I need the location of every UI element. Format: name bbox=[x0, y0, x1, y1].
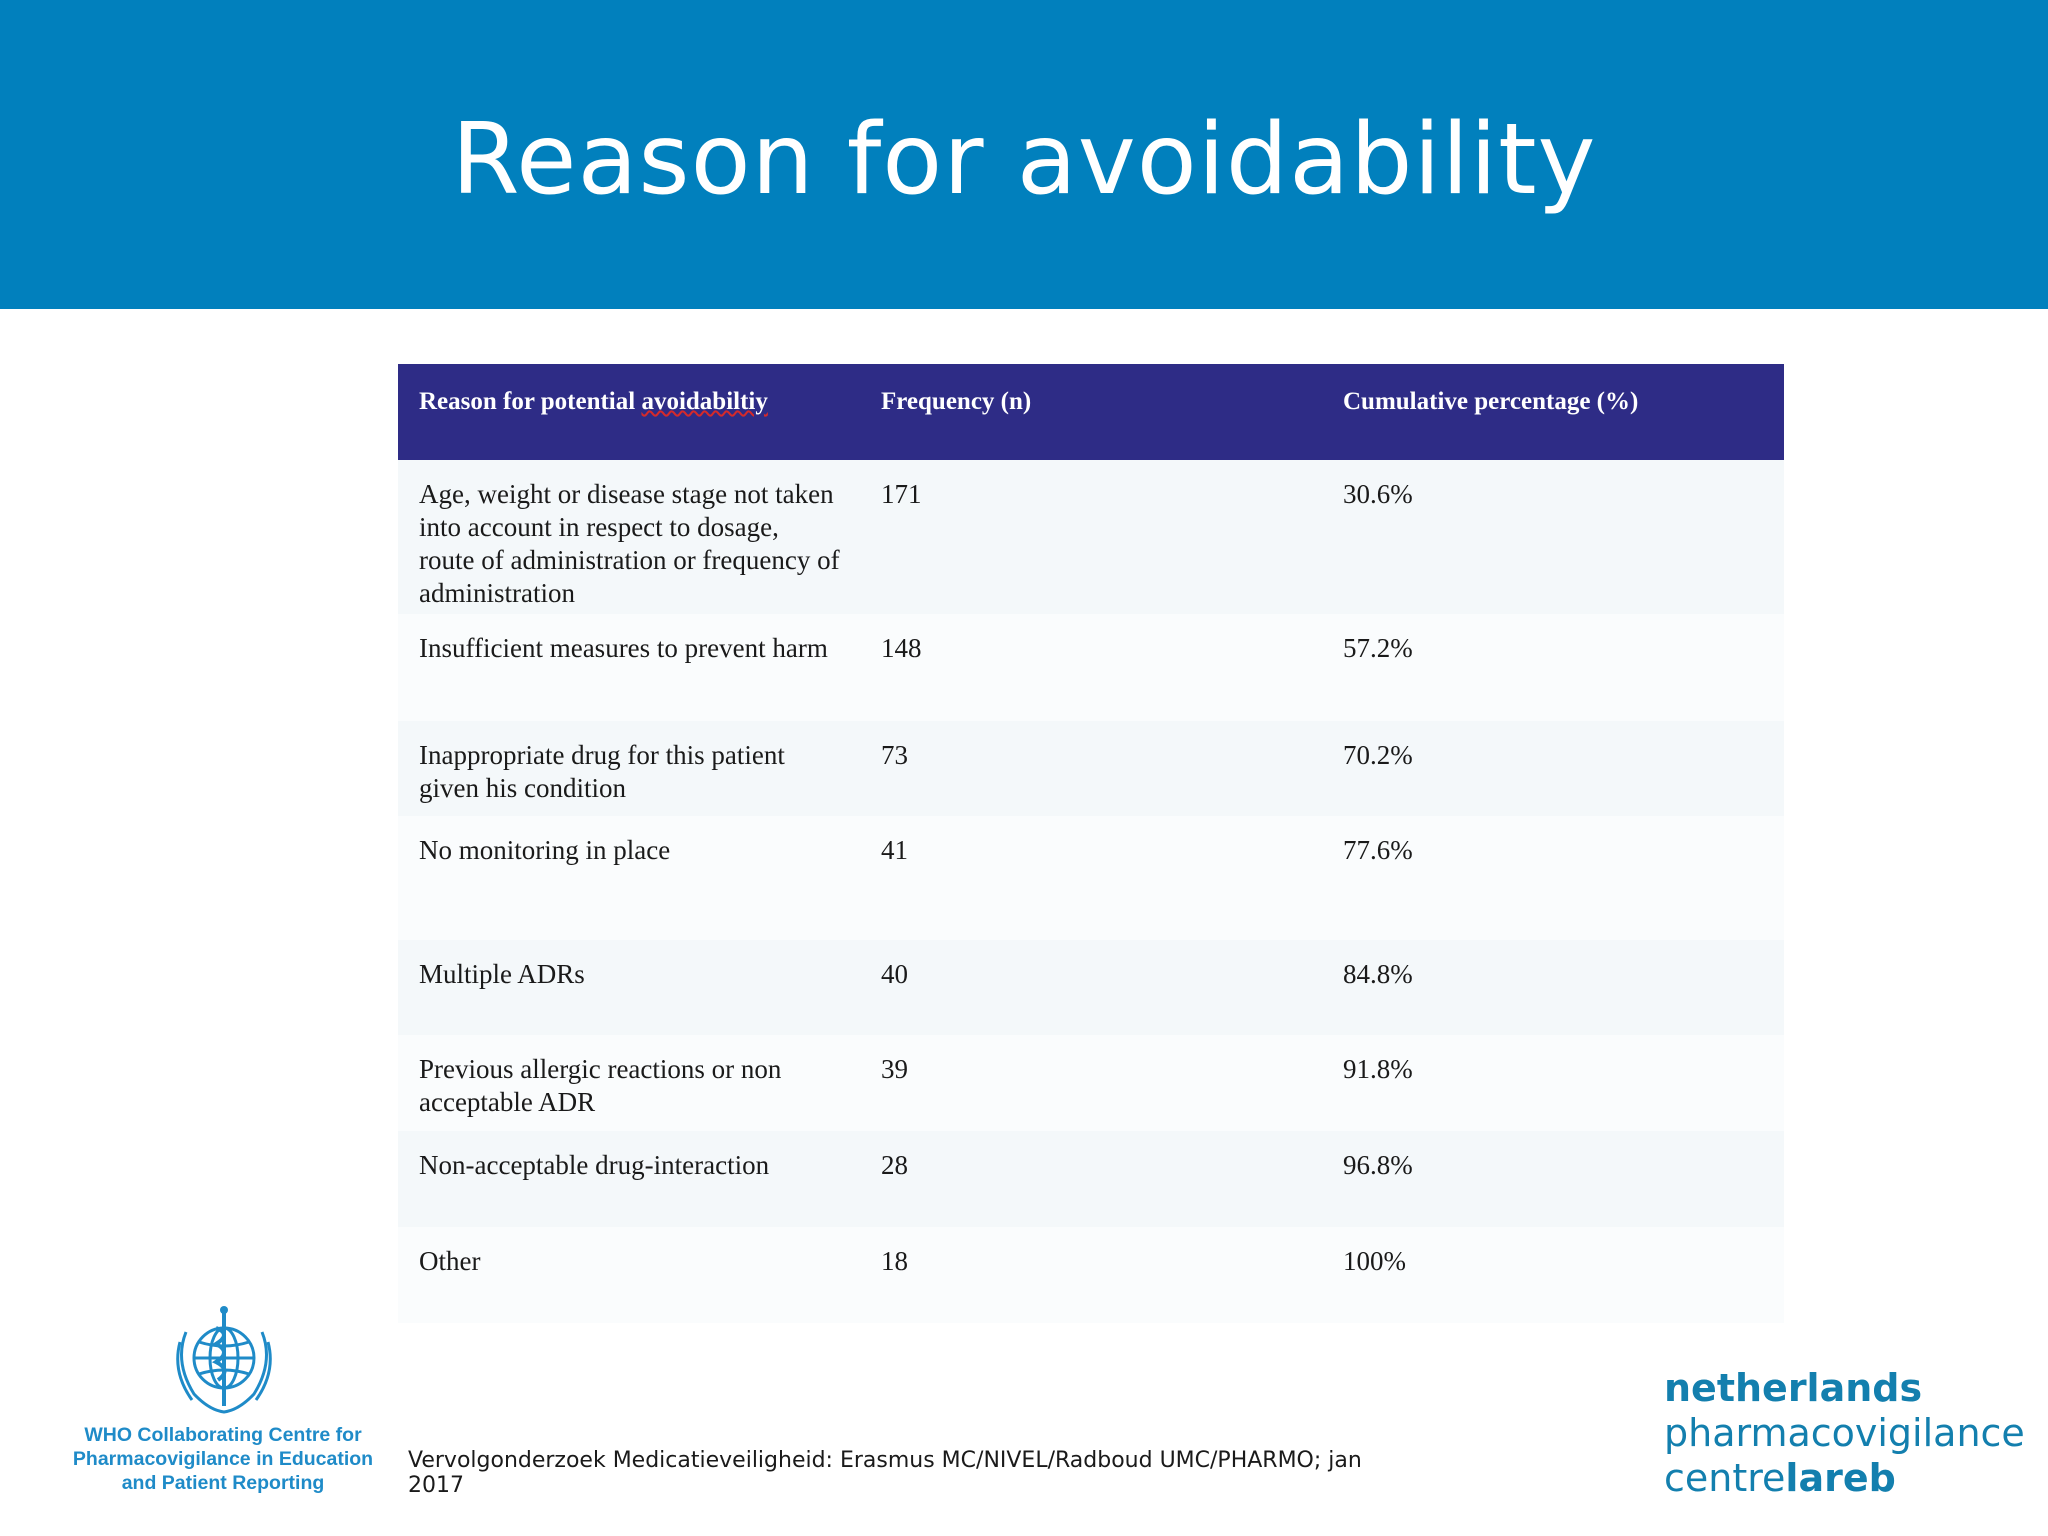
header-frequency: Frequency (n) bbox=[881, 388, 1032, 415]
cumulative-cell: 70.2% bbox=[1343, 740, 1413, 770]
reason-cell: No monitoring in place bbox=[419, 835, 671, 865]
reason-cell: Non-acceptable drug-interaction bbox=[419, 1150, 770, 1180]
reason-cell: Inappropriate drug for this patient give… bbox=[419, 740, 785, 803]
frequency-cell: 40 bbox=[881, 959, 908, 989]
table-row: Insufficient measures to prevent harm 14… bbox=[398, 614, 1784, 721]
reason-cell: Multiple ADRs bbox=[419, 959, 585, 989]
reason-cell: Other bbox=[419, 1246, 481, 1276]
table-body: Age, weight or disease stage not taken i… bbox=[398, 460, 1784, 1323]
frequency-cell: 41 bbox=[881, 835, 908, 865]
cumulative-cell: 30.6% bbox=[1343, 479, 1413, 509]
frequency-cell: 148 bbox=[881, 633, 922, 663]
frequency-cell: 39 bbox=[881, 1054, 908, 1084]
cumulative-cell: 84.8% bbox=[1343, 959, 1413, 989]
table-header-row: Reason for potential avoidabiltiy Freque… bbox=[398, 364, 1784, 460]
table-row: Previous allergic reactions or non accep… bbox=[398, 1035, 1784, 1131]
table-row: Other 18 100% bbox=[398, 1227, 1784, 1323]
cumulative-cell: 57.2% bbox=[1343, 633, 1413, 663]
avoidability-table: Reason for potential avoidabiltiy Freque… bbox=[398, 364, 1784, 1323]
frequency-cell: 171 bbox=[881, 479, 922, 509]
reason-cell: Insufficient measures to prevent harm bbox=[419, 633, 828, 663]
slide-title: Reason for avoidability bbox=[451, 103, 1597, 217]
frequency-cell: 18 bbox=[881, 1246, 908, 1276]
lareb-logo: netherlands pharmacovigilance centrelare… bbox=[1664, 1366, 2025, 1500]
frequency-cell: 28 bbox=[881, 1150, 908, 1180]
table-row: Multiple ADRs 40 84.8% bbox=[398, 940, 1784, 1035]
frequency-cell: 73 bbox=[881, 740, 908, 770]
table-row: Inappropriate drug for this patient give… bbox=[398, 721, 1784, 816]
reason-cell: Age, weight or disease stage not taken i… bbox=[419, 479, 840, 608]
cumulative-cell: 77.6% bbox=[1343, 835, 1413, 865]
slide-header-bar bbox=[0, 0, 2048, 309]
cumulative-cell: 96.8% bbox=[1343, 1150, 1413, 1180]
cumulative-cell: 91.8% bbox=[1343, 1054, 1413, 1084]
source-citation: Vervolgonderzoek Medicatieveiligheid: Er… bbox=[408, 1448, 1362, 1498]
who-caption: WHO Collaborating Centre for Pharmacovig… bbox=[72, 1424, 374, 1494]
table-row: No monitoring in place 41 77.6% bbox=[398, 816, 1784, 940]
header-cumulative: Cumulative percentage (%) bbox=[1343, 388, 1639, 415]
who-emblem-icon bbox=[176, 1306, 272, 1414]
cumulative-cell: 100% bbox=[1343, 1246, 1406, 1276]
reason-cell: Previous allergic reactions or non accep… bbox=[419, 1054, 782, 1117]
table-row: Age, weight or disease stage not taken i… bbox=[398, 460, 1784, 614]
header-reason: Reason for potential avoidabiltiy bbox=[419, 388, 768, 415]
table-row: Non-acceptable drug-interaction 28 96.8% bbox=[398, 1131, 1784, 1227]
